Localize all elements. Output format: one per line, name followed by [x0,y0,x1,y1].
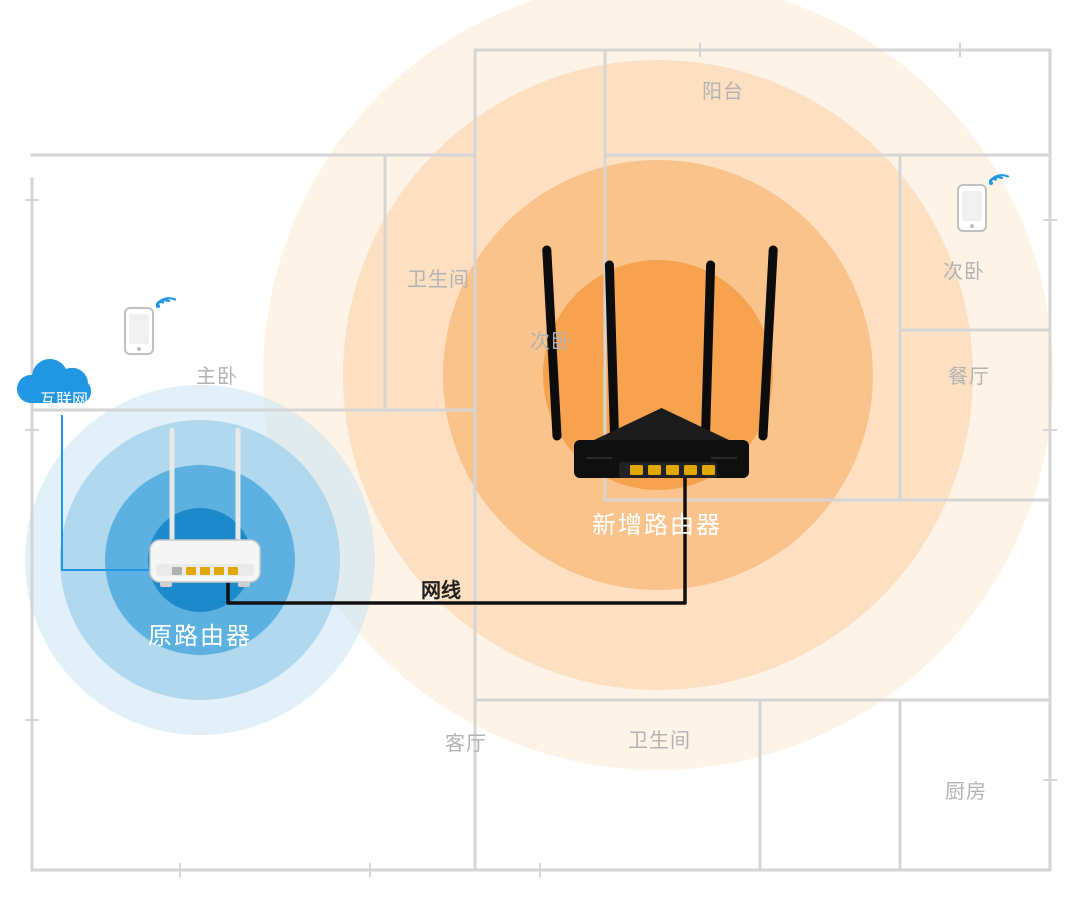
phone-icon [958,175,1008,231]
room-label-6: 客厅 [445,727,487,756]
devices-layer [0,0,1080,903]
new-router-icon [547,250,773,478]
room-label-5: 主卧 [196,360,238,389]
room-label-8: 厨房 [945,775,987,804]
room-label-2: 次卧 [530,325,572,354]
room-label-3: 次卧 [943,255,985,284]
room-label-1: 卫生间 [407,263,470,292]
internet-cloud-label: 互联网 [40,386,88,410]
room-label-7: 卫生间 [628,724,691,753]
room-label-4: 餐厅 [948,360,990,389]
phone-icon [125,298,175,354]
original-router-icon [150,430,260,587]
room-label-0: 阳台 [702,75,744,104]
original-router-label: 原路由器 [148,616,252,651]
ethernet-cable-label: 网线 [421,574,461,603]
new-router-label: 新增路由器 [592,505,722,540]
